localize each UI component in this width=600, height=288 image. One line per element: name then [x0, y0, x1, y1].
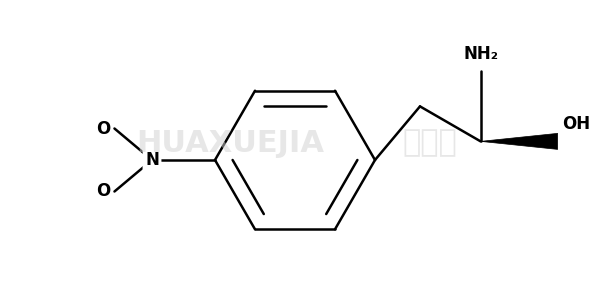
Text: 化学加: 化学加	[403, 128, 457, 158]
Text: O: O	[96, 183, 110, 200]
Text: NH₂: NH₂	[463, 46, 498, 63]
Text: OH: OH	[563, 115, 591, 133]
Text: N: N	[145, 151, 159, 169]
Polygon shape	[481, 133, 557, 149]
Text: O: O	[96, 120, 110, 137]
Text: HUAXUEJIA: HUAXUEJIA	[136, 128, 324, 158]
